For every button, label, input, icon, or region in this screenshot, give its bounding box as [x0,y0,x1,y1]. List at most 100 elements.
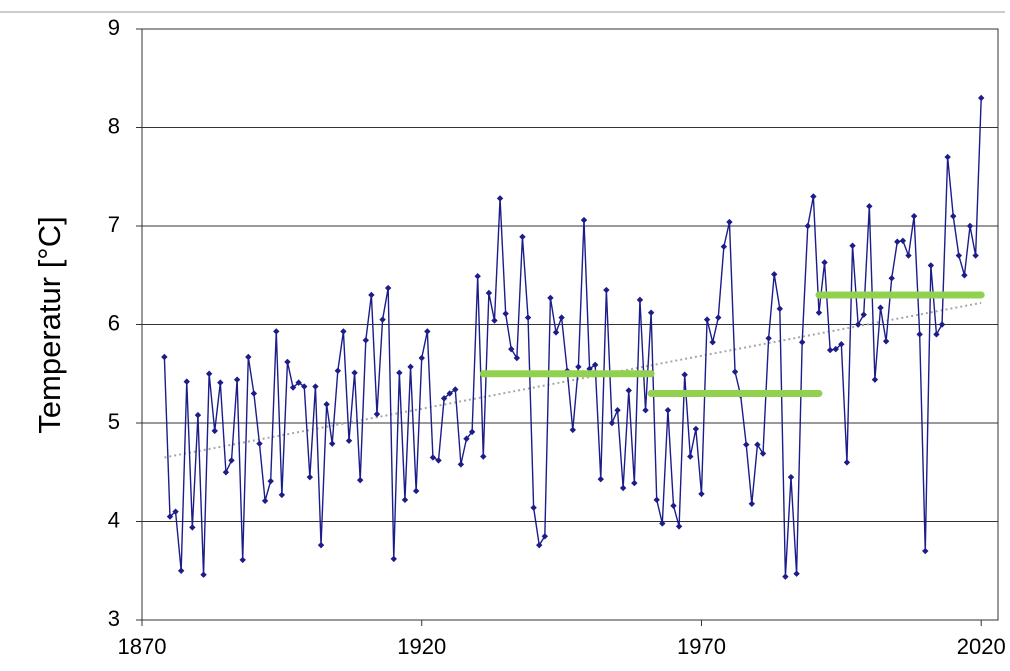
data-point [435,457,442,464]
y-tick-label: 6 [108,310,120,335]
data-point [608,419,616,427]
data-point [653,496,660,504]
data-point [642,406,649,414]
x-tick-label: 1970 [677,634,726,659]
data-point [910,212,918,220]
data-point [720,243,728,250]
data-point [508,345,515,353]
data-point [250,390,258,397]
data-point [552,329,560,336]
data-point [619,484,627,492]
data-point [356,476,364,484]
data-point [804,222,811,230]
data-point [485,289,493,297]
data-point [597,475,604,483]
data-point [418,354,425,362]
plot-frame [141,28,999,621]
y-tick-label: 9 [108,15,120,40]
data-point [922,547,929,555]
data-point [189,524,196,531]
data-point [860,311,867,318]
data-point [496,195,504,202]
y-tick-label: 7 [108,212,120,237]
data-point [899,237,907,244]
data-point [692,425,700,433]
data-point [882,338,890,345]
data-point [698,490,705,498]
data-point [530,504,537,511]
data-point [407,363,414,371]
data-point [233,376,241,383]
data-point [821,259,828,266]
data-point [424,328,431,335]
data-point [709,339,716,346]
data-point [541,533,549,540]
data-point [944,153,951,161]
data-point [452,386,459,393]
y-axis-label: Temperatur [°C] [32,216,67,433]
data-point [787,473,795,481]
data-point [519,233,526,241]
data-point [329,440,336,447]
data-point [569,426,576,434]
y-tick-label: 5 [108,409,120,434]
data-point [687,453,694,460]
data-point [261,497,269,505]
data-point [312,383,319,390]
data-point [675,523,683,530]
x-tick-label: 1870 [118,634,167,659]
data-point [228,457,235,464]
data-point [765,335,772,342]
data-point [289,384,297,391]
data-point [373,410,381,418]
data-point [457,461,465,468]
data-point [161,353,168,361]
data-point [379,316,386,323]
data-point [317,541,325,549]
data-point [838,341,845,348]
data-point [412,487,420,495]
data-point [513,354,521,362]
data-point [345,437,353,444]
data-point [200,571,207,578]
data-point [715,314,722,321]
data-point [826,346,834,354]
data-point [950,212,957,220]
data-point [894,238,901,245]
data-point [239,556,246,564]
data-point [384,284,392,292]
data-point [334,367,342,374]
data-point [905,252,912,259]
data-point [194,411,202,419]
data-point [614,406,621,414]
data-point [474,273,481,280]
data-point [832,345,839,353]
data-point [558,314,565,321]
data-point [927,262,935,269]
data-point [480,453,487,460]
data-point [217,379,224,386]
data-point [631,479,638,487]
data-point [978,94,985,102]
data-point [681,371,688,378]
data-point [396,369,403,376]
data-point [703,316,711,323]
data-point [636,296,644,304]
data-point [849,242,856,249]
data-point [536,541,543,549]
y-tick-label: 3 [108,606,120,631]
data-point [267,477,274,485]
data-point [961,272,968,279]
data-point [362,337,369,344]
data-point [295,379,302,386]
data-point [793,570,800,577]
x-tick-label: 2020 [957,634,1006,659]
data-point [854,321,862,328]
data-point [647,309,655,316]
data-point [284,358,291,366]
data-point [916,331,923,338]
data-point [205,370,213,377]
data-point [278,491,286,499]
data-point [256,440,263,447]
